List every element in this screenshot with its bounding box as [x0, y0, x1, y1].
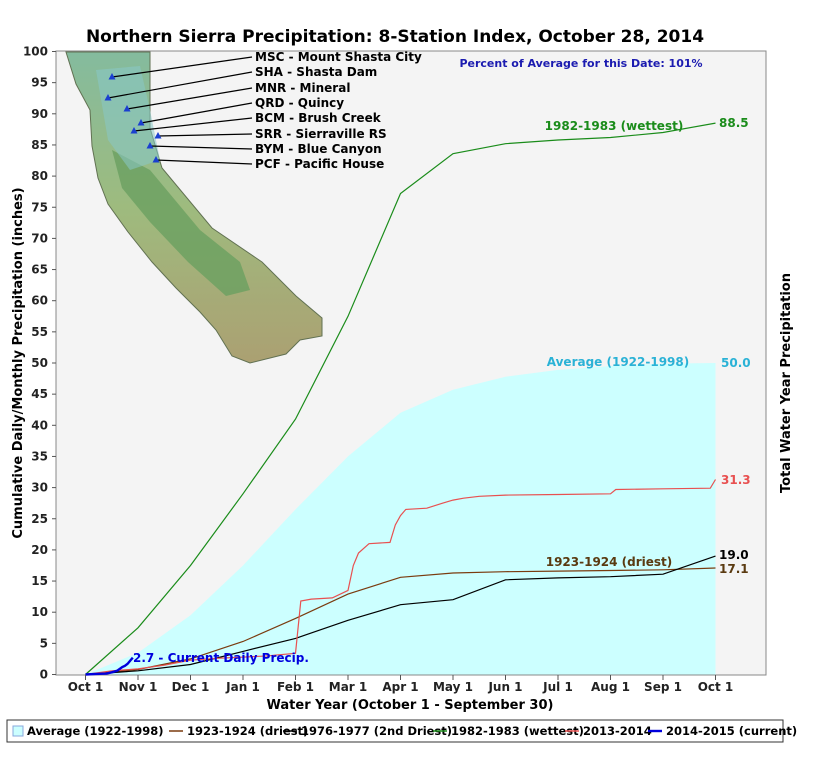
station-marker-icon [146, 142, 154, 149]
station-leader [140, 102, 253, 124]
y-tick-label: 55 [31, 325, 48, 339]
y-tick-label: 80 [31, 169, 48, 183]
series-line-2 [85, 555, 716, 676]
station-leader [155, 159, 253, 165]
current-point-label: 2.7 - Current Daily Precip. [133, 651, 309, 665]
x-tick-label: Dec 1 [172, 680, 210, 694]
station-label: QRD - Quincy [255, 96, 344, 110]
station-marker-icon [108, 73, 116, 80]
station-marker-icon [130, 127, 138, 134]
driest-end-label: 1923-1924 (driest) [546, 555, 673, 569]
legend-item-label: 1976-1977 (2nd Driest) [301, 724, 452, 738]
x-tick-label: Oct 1 [698, 680, 734, 694]
legend-swatch [12, 725, 24, 737]
x-tick-label: Oct 1 [68, 680, 104, 694]
legend-item-label: 1982-1983 (wettest) [451, 724, 584, 738]
station-marker-icon [137, 119, 145, 126]
y-axis-label: Cumulative Daily/Monthly Precipitation (… [11, 187, 26, 538]
station-leader [149, 145, 253, 150]
y-tick-label: 45 [31, 387, 48, 401]
series-line-3 [85, 122, 716, 675]
station-label: BYM - Blue Canyon [255, 142, 382, 156]
y-tick-label: 65 [31, 263, 48, 277]
driest-end-value: 17.1 [719, 562, 749, 576]
y-tick-label: 90 [31, 107, 48, 121]
avg-end-label: Average (1922-1998) [547, 355, 690, 369]
station-label: PCF - Pacific House [255, 157, 384, 171]
y-axis-label-right: Total Water Year Precipitation [779, 273, 794, 493]
legend-item-label: Average (1922-1998) [27, 724, 164, 738]
y-tick-label: 50 [31, 356, 48, 370]
x-tick-label: Sep 1 [644, 680, 682, 694]
chart-title: Northern Sierra Precipitation: 8-Station… [86, 27, 704, 47]
avg-end-value: 50.0 [721, 356, 751, 370]
series-line-5 [85, 656, 134, 676]
x-tick-label: Aug 1 [591, 680, 630, 694]
station-marker-icon [104, 94, 112, 101]
y2013-end-value: 31.3 [721, 473, 751, 487]
legend-item-label: 1923-1924 (driest) [187, 724, 308, 738]
x-tick-label: Mar 1 [329, 680, 367, 694]
x-tick-label: Apr 1 [382, 680, 418, 694]
x-tick-label: Feb 1 [277, 680, 314, 694]
series-labels-layer: Average (1922-1998) 50.0 1982-1983 (wettes… [133, 116, 751, 665]
station-leader [107, 71, 253, 99]
y-tick-label: 85 [31, 138, 48, 152]
station-marker-icon [154, 132, 162, 139]
station-leader [111, 56, 253, 78]
legend-box [6, 719, 784, 743]
y-tick-label: 20 [31, 543, 48, 557]
station-label: SHA - Shasta Dam [255, 65, 377, 79]
series-lines-layer [85, 122, 717, 676]
station-leader [133, 117, 253, 132]
x-tick-label: Jul 1 [542, 680, 573, 694]
x-tick-label: May 1 [433, 680, 473, 694]
average-area-layer [85, 363, 716, 675]
y-tick-label: 30 [31, 481, 48, 495]
y-tick-label: 40 [31, 418, 48, 432]
y-tick-label: 35 [31, 449, 48, 463]
y-axis: 0 5 10 15 20 25 30 35 40 45 50 55 60 65 70 75 80 85 90 95 10… [23, 45, 56, 682]
wettest-end-label: 1982-1983 (wettest) [545, 119, 684, 133]
y-tick-label: 75 [31, 200, 48, 214]
y-tick-label: 70 [31, 231, 48, 245]
station-leader [157, 133, 253, 137]
legend-item-label: 2013-2014 [583, 724, 652, 738]
x-tick-label: Jan 1 [225, 680, 260, 694]
x-tick-label: Nov 1 [119, 680, 158, 694]
y-tick-label: 95 [31, 76, 48, 90]
series-area-average [85, 363, 716, 675]
legend-item-label: 2014-2015 (current) [666, 724, 797, 738]
x-axis: Oct 1 Nov 1 Dec 1 Jan 1 Feb 1 Mar 1 Apr 1 May 1… [68, 675, 734, 694]
y-tick-label: 10 [31, 605, 48, 619]
legend: Average (1922-1998) 1923-1924 (driest)197… [12, 724, 797, 738]
y-tick-label: 100 [23, 45, 48, 59]
series-line-1 [85, 567, 716, 676]
station-label: SRR - Sierraville RS [255, 127, 387, 141]
y-tick-label: 5 [40, 636, 48, 650]
y-tick-label: 15 [31, 574, 48, 588]
station-leader [126, 87, 253, 110]
series-line-4 [85, 479, 717, 676]
station-label: MNR - Mineral [255, 81, 350, 95]
wettest-end-value: 88.5 [719, 116, 749, 130]
y-tick-label: 25 [31, 512, 48, 526]
y-tick-label: 0 [40, 668, 48, 682]
dry2-end-value: 19.0 [719, 548, 749, 562]
california-map-icon [65, 51, 323, 364]
x-tick-label: Jun 1 [487, 680, 522, 694]
station-label: BCM - Brush Creek [255, 111, 382, 125]
x-axis-label: Water Year (October 1 - September 30) [267, 698, 554, 713]
y-tick-label: 60 [31, 294, 48, 308]
percent-of-average: Percent of Average for this Date: 101% [459, 57, 702, 70]
station-label: MSC - Mount Shasta City [255, 50, 422, 64]
station-marker-icon [152, 156, 160, 163]
station-marker-icon [123, 105, 131, 112]
